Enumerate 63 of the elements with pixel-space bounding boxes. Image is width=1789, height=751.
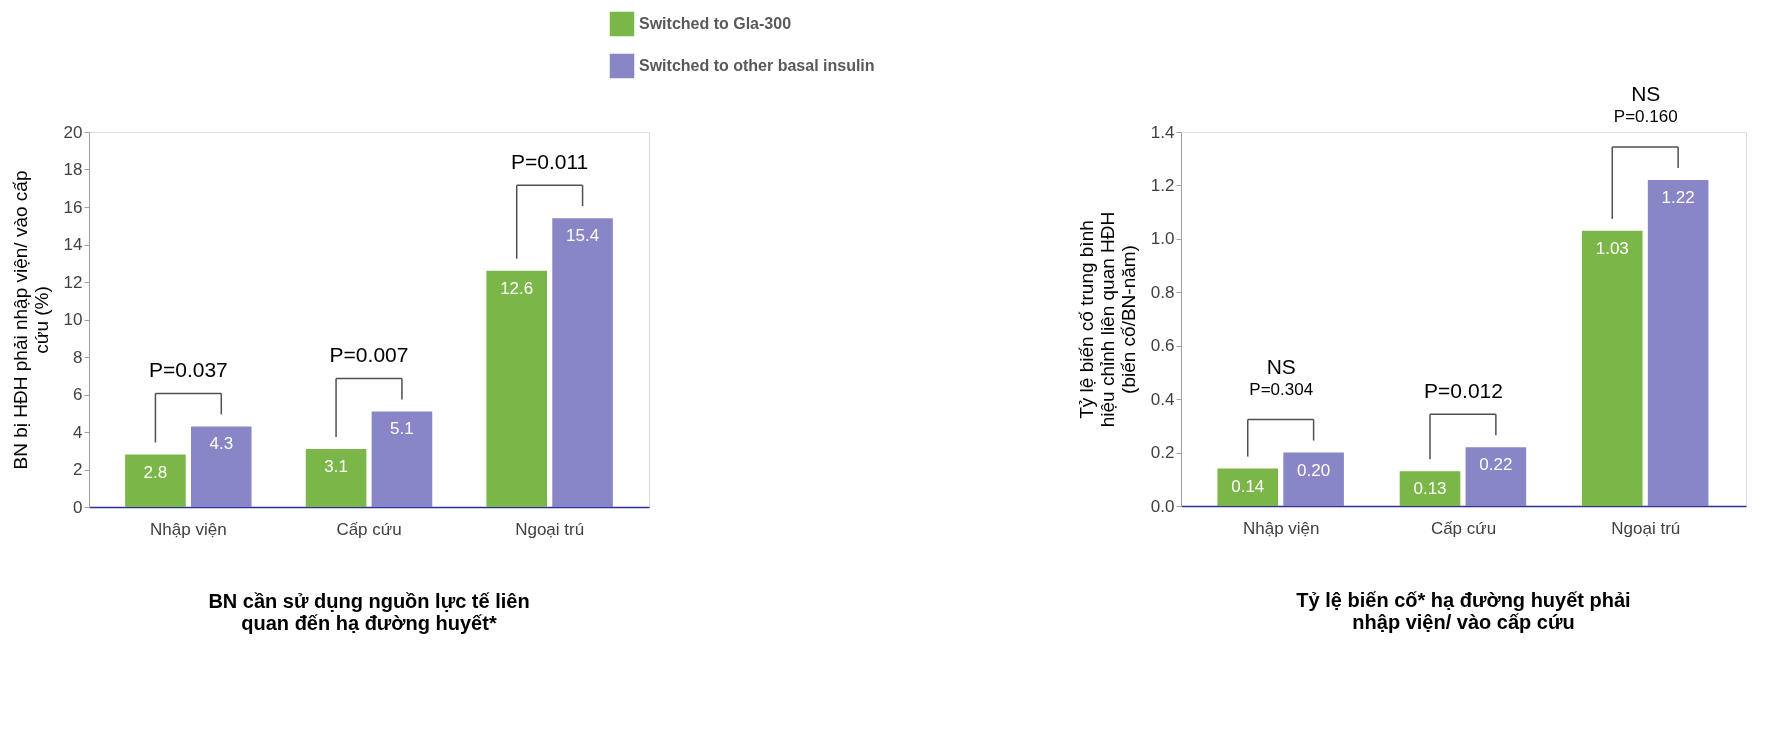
bar [190,426,252,507]
y-tick-label: 14 [63,235,83,254]
y-tick-label: 6 [73,385,83,404]
data-label: 0.14 [1231,476,1265,496]
y-axis-title: Tỷ lệ biến cố trung bình hiệu chỉnh liên quan HĐH (biến cố/BN-năm) [1075,211,1139,428]
x-tick-label: Ngoại trú [515,519,585,539]
annotation: P=0.012 [1424,379,1503,403]
y-tick-label: 18 [63,160,83,179]
bar [125,454,186,507]
x-tick-label: Cấp cứu [1430,518,1497,538]
y-tick-label: 0.0 [1150,496,1175,516]
x-tick-label: Ngoại trú [1611,518,1681,538]
y-tick-label: 1.0 [1150,229,1175,249]
y-tick-label: 4 [73,422,83,442]
y-tick-label: 0 [73,497,83,517]
y-tick-label: 0.4 [1150,389,1175,409]
data-label: 0.13 [1413,479,1447,499]
text: Tỷ lệ biến cố* hạ đường huyết phải nhập viện/ vào cấp cứu [1296,589,1631,633]
bar [1283,452,1344,506]
annotation: NS [1266,354,1296,378]
data-label: 3.1 [324,456,348,476]
legend-label: Switched to other basal insulin [639,57,875,74]
text: NS [1631,82,1661,106]
bar [1581,230,1643,506]
legend-label: Switched to Gla-300 [639,15,792,32]
annotation: P=0.304 [1249,379,1314,399]
data-label: 15.4 [566,226,600,246]
bar [1647,180,1709,506]
y-tick-label: 16 [63,197,83,217]
annotation: P=0.037 [148,358,228,382]
data-label: 1.22 [1661,188,1695,208]
data-label: 0.20 [1297,460,1331,480]
text: P=0.160 [1613,107,1678,127]
y-tick-label: 1.2 [1150,175,1175,195]
bar [552,218,613,507]
y-tick-label: 12 [63,272,83,292]
y-tick-label: 1.4 [1150,122,1175,142]
data-label: 1.03 [1595,238,1629,258]
data-label: 0.22 [1479,455,1513,475]
y-tick-label: 0.8 [1150,282,1175,302]
annotation: P=0.011 [511,150,589,174]
bar [486,270,548,507]
bar [1217,468,1279,506]
bar [1465,447,1527,506]
y-tick-label: 0.6 [1150,336,1175,356]
y-axis-title: BN bị HĐH phải nhập viện/ vào cấp cứu (%) [9,170,52,470]
annotation: P=0.007 [329,343,409,367]
data-label: 4.3 [209,434,234,454]
y-tick-label: 10 [63,310,83,329]
data-label: 2.8 [143,462,168,482]
x-tick-label: Nhập viện [1242,518,1320,538]
bar [305,448,367,507]
x-tick-label: Cấp cứu [336,519,402,539]
y-tick-label: 20 [63,122,83,142]
bar [1399,471,1461,506]
y-tick-label: 0.2 [1150,443,1175,463]
bar [371,411,433,507]
x-tick-label: Nhập viện [150,519,227,539]
y-tick-label: 2 [73,460,83,479]
y-tick-label: 8 [73,347,83,367]
text: BN cần sử dụng nguồn lực tế liên quan đến hạ đường huyết* [208,590,530,634]
data-label: 12.6 [500,278,534,298]
data-label: 5.1 [390,419,414,439]
